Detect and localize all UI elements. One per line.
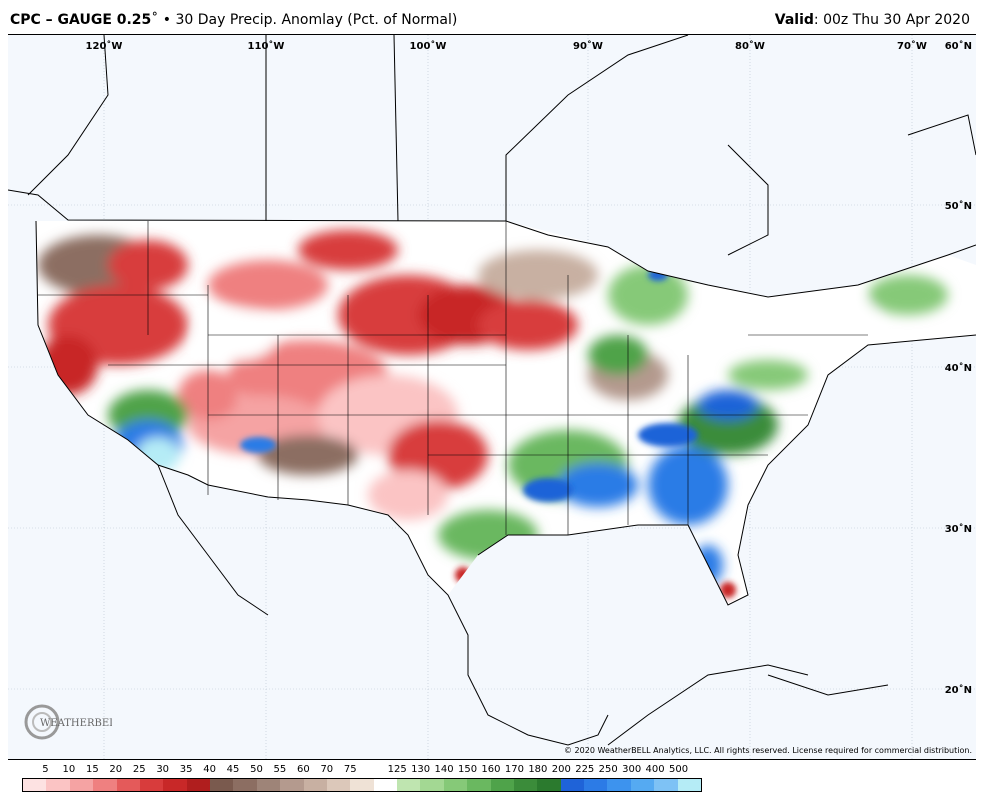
- colorbar-swatch: [677, 779, 701, 791]
- map-subtitle: • 30 Day Precip. Anomlay (Pct. of Normal…: [162, 12, 458, 28]
- lon-label: 100˚W: [410, 40, 447, 52]
- colorbar-label: 170: [504, 764, 524, 775]
- valid-label: Valid: [774, 12, 814, 28]
- colorbar-swatch: [443, 779, 468, 791]
- weatherbell-logo-icon: WEATHERBELL: [24, 704, 123, 740]
- colorbar-legend: 5 10 15 20 25 30 35 40 45 50 55 60 70 75 125 130 140 150 1…: [22, 764, 702, 804]
- colorbar-swatch: [93, 779, 117, 791]
- degree-mark: ˚: [151, 12, 159, 28]
- lat-label: 30˚N: [945, 523, 972, 535]
- colorbar-label: 225: [575, 764, 595, 775]
- boundaries: [8, 35, 976, 746]
- valid-value: : 00z Thu 30 Apr 2020: [813, 12, 970, 28]
- colorbar-swatch: [490, 779, 514, 791]
- colorbar-swatch: [607, 779, 631, 791]
- colorbar-swatch: [256, 779, 281, 791]
- colorbar-label: 250: [598, 764, 618, 775]
- colorbar-swatch: [186, 779, 210, 791]
- colorbar-swatch: [139, 779, 164, 791]
- colorbar-label: 20: [109, 764, 123, 775]
- lat-label: 20˚N: [945, 684, 972, 696]
- colorbar-swatch: [537, 779, 561, 791]
- colorbar-swatch: [584, 779, 608, 791]
- lon-label: 110˚W: [248, 40, 285, 52]
- colorbar-swatch: [303, 779, 327, 791]
- colorbar-label: 45: [226, 764, 240, 775]
- colorbar-swatch: [397, 779, 421, 791]
- colorbar-label: 50: [250, 764, 263, 775]
- map-title: CPC – GAUGE 0.25˚ • 30 Day Precip. Anoml…: [10, 12, 457, 28]
- map-area: 120˚W 110˚W 100˚W 90˚W 80˚W 70˚W 60˚N 50…: [8, 34, 976, 760]
- colorbar-label: 140: [434, 764, 454, 775]
- colorbar-label: 75: [343, 764, 357, 775]
- colorbar-swatch: [280, 779, 304, 791]
- colorbar-swatch: [233, 779, 257, 791]
- colorbar-label: 160: [481, 764, 501, 775]
- colorbar-label: 35: [179, 764, 193, 775]
- colorbar-swatches: [22, 778, 702, 792]
- colorbar-swatch: [513, 779, 538, 791]
- colorbar-label: 300: [622, 764, 642, 775]
- colorbar-swatch: [23, 779, 47, 791]
- lon-label: 90˚W: [573, 40, 603, 52]
- weatherbell-logo: WEATHERBELL: [22, 700, 123, 744]
- colorbar-swatch: [350, 779, 374, 791]
- lon-label: 120˚W: [86, 40, 123, 52]
- logo-text: WEATHERBELL: [40, 718, 112, 729]
- colorbar-label: 150: [457, 764, 478, 775]
- colorbar-label: 500: [669, 764, 689, 775]
- colorbar-swatch: [420, 779, 444, 791]
- colorbar-label: 200: [551, 764, 571, 775]
- colorbar-swatch: [373, 779, 397, 791]
- product-name: CPC – GAUGE 0.25: [10, 12, 152, 28]
- colorbar-labels: 5 10 15 20 25 30 35 40 45 50 55 60 70 75 125 130 140 150 1…: [22, 764, 702, 778]
- colorbar-label: 25: [132, 764, 146, 775]
- copyright-notice: © 2020 WeatherBELL Analytics, LLC. All r…: [564, 746, 972, 755]
- header: CPC – GAUGE 0.25˚ • 30 Day Precip. Anoml…: [0, 0, 984, 34]
- colorbar-label: 70: [320, 764, 334, 775]
- colorbar-swatch: [163, 779, 187, 791]
- colorbar-swatch: [116, 779, 140, 791]
- lat-label-top: 60˚N: [945, 40, 972, 52]
- state-lines: [38, 221, 868, 535]
- colorbar-label: 5: [42, 764, 49, 775]
- colorbar-label: 130: [411, 764, 431, 775]
- colorbar-label: 400: [645, 764, 665, 775]
- map-svg: 120˚W 110˚W 100˚W 90˚W 80˚W 70˚W 60˚N 50…: [8, 35, 976, 759]
- colorbar-label: 180: [528, 764, 548, 775]
- colorbar-label: 30: [156, 764, 170, 775]
- latitude-labels: 50˚N 40˚N 30˚N 20˚N: [945, 200, 972, 696]
- colorbar-label: 55: [273, 764, 287, 775]
- colorbar-label: 125: [387, 764, 407, 775]
- lon-label: 80˚W: [735, 40, 765, 52]
- lon-label: 70˚W: [897, 40, 927, 52]
- valid-time: Valid: 00z Thu 30 Apr 2020: [775, 12, 970, 28]
- colorbar-label: 10: [62, 764, 76, 775]
- colorbar-label: 15: [85, 764, 99, 775]
- lat-label: 50˚N: [945, 200, 972, 212]
- colorbar-label: 40: [203, 764, 216, 775]
- colorbar-swatch: [467, 779, 491, 791]
- colorbar-swatch: [560, 779, 584, 791]
- colorbar-swatch: [326, 779, 351, 791]
- lat-label: 40˚N: [945, 362, 972, 374]
- colorbar-label: 60: [297, 764, 310, 775]
- colorbar-swatch: [210, 779, 234, 791]
- colorbar-swatch: [654, 779, 678, 791]
- colorbar-swatch: [630, 779, 655, 791]
- longitude-labels: 120˚W 110˚W 100˚W 90˚W 80˚W 70˚W 60˚N: [86, 40, 972, 52]
- colorbar-swatch: [46, 779, 70, 791]
- colorbar-swatch: [69, 779, 94, 791]
